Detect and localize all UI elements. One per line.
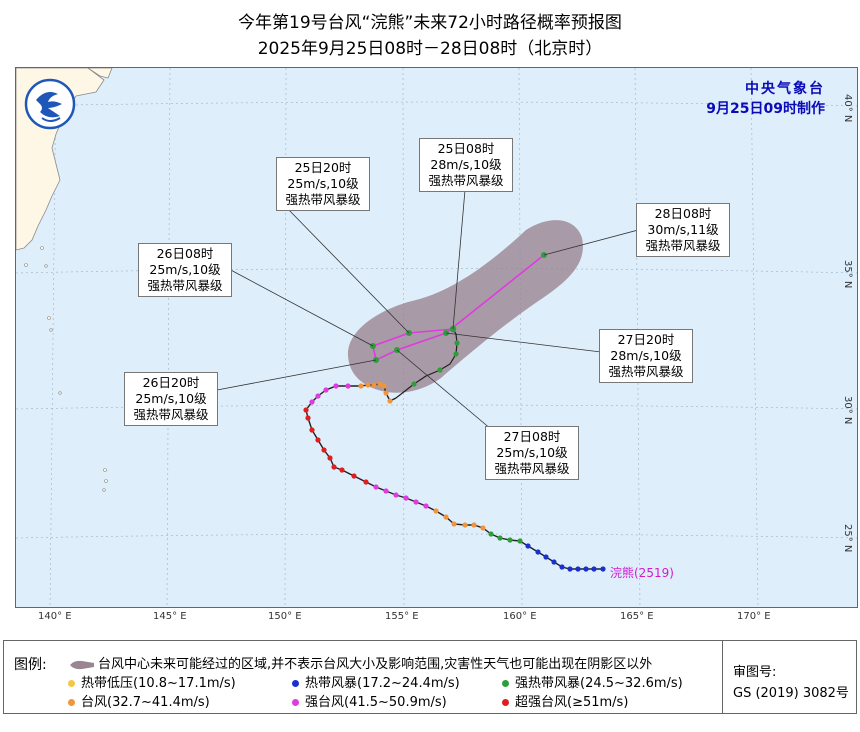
- lon-label-170: 170° E: [737, 611, 771, 622]
- label-wind: 25m/s,10级: [149, 262, 221, 277]
- legend-sts: 强热带风暴(24.5~32.6m/s): [502, 672, 683, 691]
- lat-label-40: 40° N: [842, 94, 853, 123]
- probability-cone: [347, 220, 583, 393]
- lon-label-145: 145° E: [153, 611, 187, 622]
- td-dot-icon: [68, 680, 75, 687]
- label-time: 25日20时: [294, 160, 352, 175]
- label-time: 28日08时: [654, 206, 712, 221]
- sts-dot-icon: [502, 680, 509, 687]
- legend-label: 热带低压(10.8~17.1m/s): [81, 676, 236, 691]
- legend-sty: 强台风(41.5~50.9m/s): [292, 691, 447, 710]
- legend-label: 强热带风暴(24.5~32.6m/s): [515, 676, 683, 691]
- label-25d08: 25日08时 28m/s,10级 强热带风暴级: [419, 138, 513, 192]
- label-grade: 强热带风暴级: [608, 364, 684, 379]
- legend-title: 图例:: [14, 657, 47, 673]
- callout-leaders: [216, 189, 639, 441]
- map-subtitle: 2025年9月25日08时－28日08时（北京时）: [257, 39, 603, 59]
- legend-cone-entry: 台风中心未来可能经过的区域,并不表示台风大小及影响范围,灾害性天气也可能出现在阴…: [68, 653, 652, 672]
- legend-label: 超强台风(≥51m/s): [515, 695, 629, 710]
- label-wind: 25m/s,10级: [287, 176, 359, 191]
- label-wind: 25m/s,10级: [135, 391, 207, 406]
- label-wind: 30m/s,11级: [647, 222, 719, 237]
- label-time: 26日20时: [142, 375, 200, 390]
- lat-label-30: 30° N: [842, 396, 853, 425]
- label-wind: 28m/s,10级: [610, 348, 682, 363]
- label-26d20: 26日20时 25m/s,10级 强热带风暴级: [124, 372, 218, 426]
- label-grade: 强热带风暴级: [494, 461, 570, 476]
- sty-dot-icon: [292, 699, 299, 706]
- lon-label-160: 160° E: [503, 611, 537, 622]
- legend: 图例: 台风中心未来可能经过的区域,并不表示台风大小及影响范围,灾害性天气也可能…: [3, 640, 857, 714]
- ts-dot-icon: [292, 680, 299, 687]
- islands: [24, 246, 108, 492]
- lon-label-140: 140° E: [38, 611, 72, 622]
- lat-label-35: 35° N: [842, 260, 853, 289]
- legend-cone-text: 台风中心未来可能经过的区域,并不表示台风大小及影响范围,灾害性天气也可能出现在阴…: [98, 657, 653, 672]
- label-27d08: 27日08时 25m/s,10级 强热带风暴级: [485, 426, 579, 480]
- label-time: 27日08时: [503, 429, 561, 444]
- label-26d08: 26日08时 25m/s,10级 强热带风暴级: [138, 243, 232, 297]
- recent-track: [395, 328, 458, 399]
- label-grade: 强热带风暴级: [133, 407, 209, 422]
- label-grade: 强热带风暴级: [428, 173, 504, 188]
- observed-points: [303, 381, 606, 572]
- lon-label-165: 165° E: [620, 611, 654, 622]
- lon-label-155: 155° E: [385, 611, 419, 622]
- legend-ty: 台风(32.7~41.4m/s): [68, 691, 210, 710]
- ty-dot-icon: [68, 699, 75, 706]
- cone-swatch-icon: [70, 660, 94, 669]
- issued-time: 9月25日09时制作: [706, 101, 825, 117]
- map-title: 今年第19号台风“浣熊”未来72小时路径概率预报图: [238, 13, 622, 33]
- lon-label-150: 150° E: [268, 611, 302, 622]
- agency-name: 中央气象台: [745, 81, 825, 97]
- label-wind: 28m/s,10级: [430, 157, 502, 172]
- storm-name-label: 浣熊(2519): [610, 566, 674, 580]
- review-number: GS (2019) 3082号: [733, 686, 849, 701]
- label-time: 27日20时: [617, 332, 675, 347]
- label-grade: 强热带风暴级: [147, 278, 223, 293]
- review-box: 审图号: GS (2019) 3082号: [722, 641, 857, 713]
- lat-label-25: 25° N: [842, 524, 853, 553]
- legend-label: 强台风(41.5~50.9m/s): [305, 695, 447, 710]
- review-label: 审图号:: [733, 665, 777, 680]
- legend-superty: 超强台风(≥51m/s): [502, 691, 628, 710]
- label-28d08: 28日08时 30m/s,11级 强热带风暴级: [636, 203, 730, 257]
- legend-label: 热带风暴(17.2~24.4m/s): [305, 676, 460, 691]
- legend-ts: 热带风暴(17.2~24.4m/s): [292, 672, 460, 691]
- legend-td: 热带低压(10.8~17.1m/s): [68, 672, 236, 691]
- label-time: 25日08时: [437, 141, 495, 156]
- label-27d20: 27日20时 28m/s,10级 强热带风暴级: [599, 329, 693, 383]
- track-map: 中央气象台 9月25日09时制作 25日08时 28m/s,10级 强热带风暴级…: [15, 67, 858, 608]
- label-grade: 强热带风暴级: [645, 238, 721, 253]
- superty-dot-icon: [502, 699, 509, 706]
- label-25d20: 25日20时 25m/s,10级 强热带风暴级: [276, 157, 370, 211]
- legend-label: 台风(32.7~41.4m/s): [81, 695, 210, 710]
- recent-points: [411, 340, 460, 387]
- label-wind: 25m/s,10级: [496, 445, 568, 460]
- label-time: 26日08时: [156, 246, 214, 261]
- label-grade: 强热带风暴级: [285, 192, 361, 207]
- cma-logo: [24, 78, 76, 130]
- land-kuril: [87, 68, 113, 79]
